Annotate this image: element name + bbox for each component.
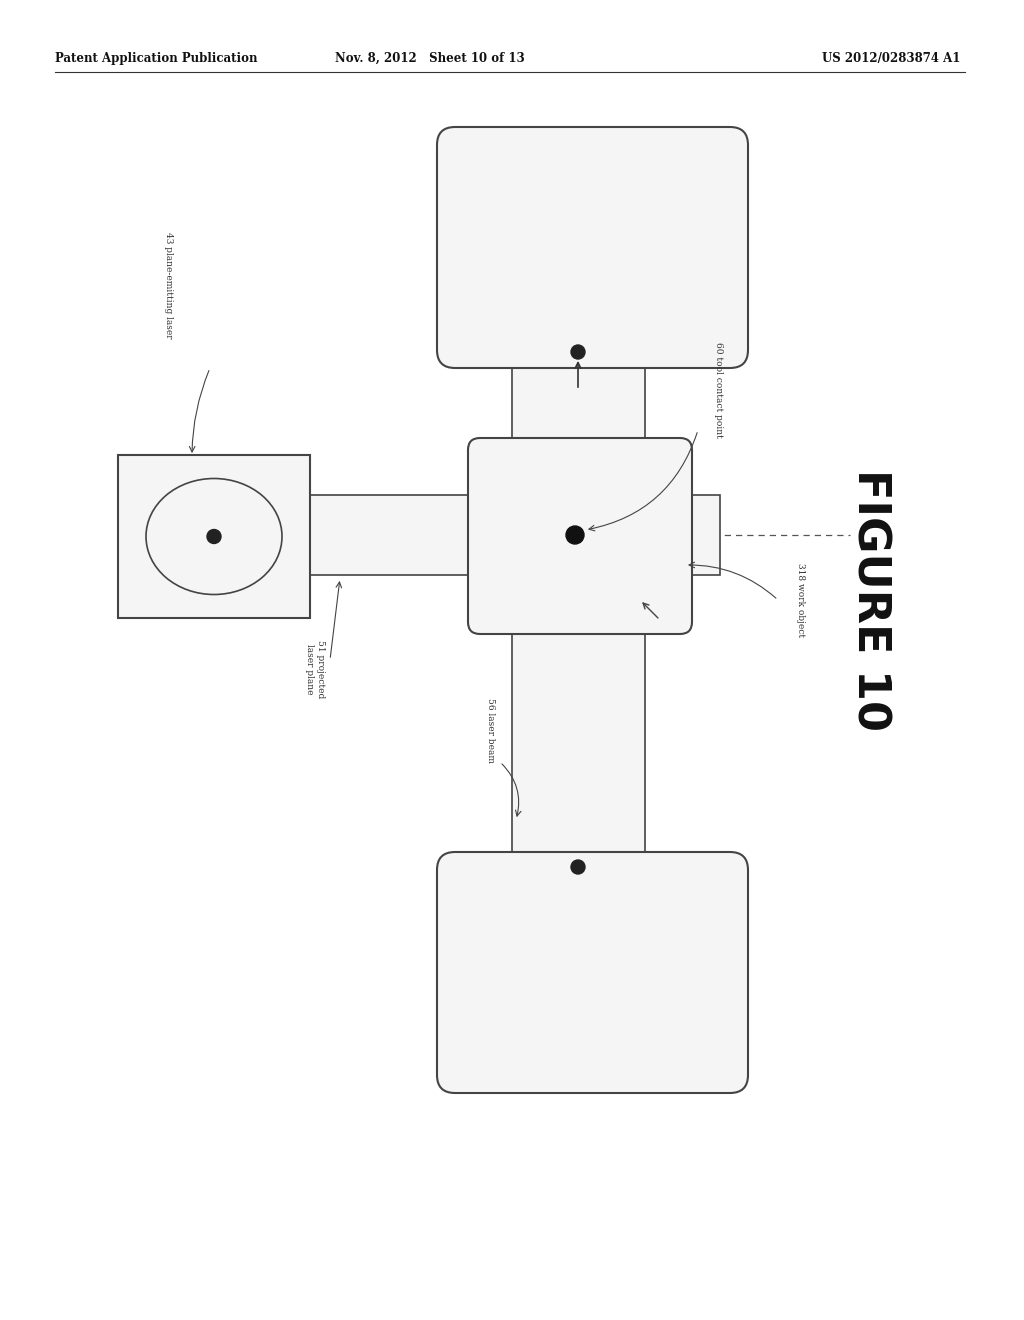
Text: 318 work object: 318 work object (796, 562, 805, 638)
FancyBboxPatch shape (512, 622, 645, 870)
FancyBboxPatch shape (468, 438, 692, 634)
FancyBboxPatch shape (437, 851, 748, 1093)
Circle shape (571, 345, 585, 359)
Text: 51 projected
laser plane: 51 projected laser plane (305, 640, 325, 698)
FancyBboxPatch shape (120, 495, 720, 576)
FancyBboxPatch shape (512, 350, 645, 450)
Text: US 2012/0283874 A1: US 2012/0283874 A1 (821, 51, 961, 65)
Text: 56 laser beam: 56 laser beam (485, 697, 495, 763)
FancyBboxPatch shape (437, 127, 748, 368)
Text: FIGURE 10: FIGURE 10 (849, 469, 892, 731)
Text: Patent Application Publication: Patent Application Publication (55, 51, 257, 65)
FancyBboxPatch shape (118, 455, 310, 618)
Circle shape (566, 525, 584, 544)
Circle shape (207, 529, 221, 544)
Text: 60 tool contact point: 60 tool contact point (714, 342, 723, 438)
Circle shape (571, 861, 585, 874)
Text: 43 plane-emitting laser: 43 plane-emitting laser (164, 232, 172, 338)
Text: Nov. 8, 2012   Sheet 10 of 13: Nov. 8, 2012 Sheet 10 of 13 (335, 51, 525, 65)
